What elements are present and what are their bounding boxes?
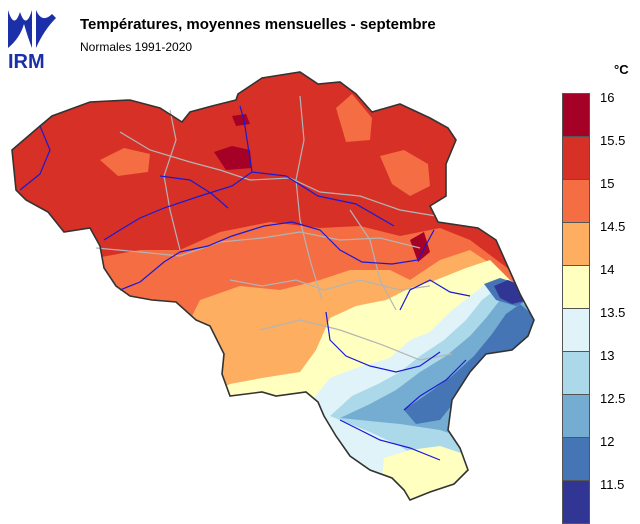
legend-tick-label: 15.5 bbox=[600, 133, 626, 148]
temperature-map bbox=[11, 71, 535, 501]
legend-tick-label: 11.5 bbox=[600, 477, 625, 492]
legend-swatch bbox=[562, 265, 590, 309]
legend-swatch bbox=[562, 179, 590, 223]
legend-swatch bbox=[562, 437, 590, 481]
zone-north-orange-1 bbox=[336, 94, 372, 142]
zone-above-155-1 bbox=[214, 146, 252, 170]
irm-logo-mark-icon bbox=[8, 10, 32, 48]
legend-tick-label: 13 bbox=[600, 348, 615, 363]
legend-tick-label: 15 bbox=[600, 176, 615, 191]
legend-tick-label: 16 bbox=[600, 90, 615, 105]
legend-swatch bbox=[562, 480, 590, 524]
legend-unit: °C bbox=[614, 62, 629, 77]
legend-tick-label: 14 bbox=[600, 262, 615, 277]
legend-swatch bbox=[562, 93, 590, 137]
legend-swatch bbox=[562, 394, 590, 438]
irm-logo: IRM bbox=[8, 10, 56, 70]
legend-tick-label: 12.5 bbox=[600, 391, 626, 406]
legend-tick-label: 13.5 bbox=[600, 305, 626, 320]
zone-north-orange-2 bbox=[380, 150, 430, 196]
map-subtitle: Normales 1991-2020 bbox=[80, 40, 193, 54]
legend-swatch bbox=[562, 136, 590, 180]
legend-swatch bbox=[562, 351, 590, 395]
legend-tick-label: 14.5 bbox=[600, 219, 626, 234]
irm-logo-text: IRM bbox=[8, 51, 45, 70]
zone-115-12 bbox=[404, 304, 534, 424]
zone-above-155-3 bbox=[410, 232, 430, 262]
rivers bbox=[19, 105, 471, 461]
map-title: Températures, moyennes mensuelles - sept… bbox=[80, 16, 436, 33]
color-legend bbox=[562, 93, 590, 524]
zone-above-155-2 bbox=[232, 114, 250, 126]
legend-swatch bbox=[562, 222, 590, 266]
legend-swatch bbox=[562, 308, 590, 352]
legend-tick-label: 12 bbox=[600, 434, 615, 449]
